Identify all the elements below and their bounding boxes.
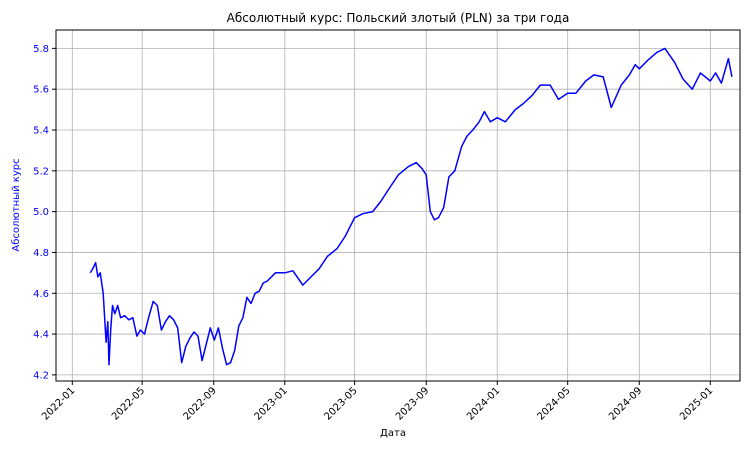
series-line — [89, 47, 733, 366]
y-tick-label: 5.0 — [33, 207, 49, 218]
x-tick-label: 2025-01 — [678, 385, 715, 422]
grid — [56, 30, 740, 381]
y-tick-label: 5.2 — [33, 166, 49, 177]
x-tick-label: 2024-05 — [535, 385, 572, 422]
y-tick-label: 5.4 — [33, 125, 49, 136]
x-axis-label: Дата — [380, 428, 406, 439]
x-tick-label: 2022-01 — [40, 385, 77, 422]
y-tick-label: 5.8 — [33, 44, 49, 55]
x-tick-label: 2024-01 — [465, 385, 502, 422]
x-tick-label: 2024-09 — [607, 385, 644, 422]
x-tick-label: 2023-01 — [253, 385, 290, 422]
series-layer — [89, 47, 733, 366]
chart-title: Абсолютный курс: Польский злотый (PLN) з… — [227, 11, 570, 25]
y-axis-label: Абсолютный курс — [11, 158, 22, 251]
y-tick-label: 4.2 — [33, 370, 49, 381]
y-tick-label: 4.6 — [33, 289, 49, 300]
y-axis: 4.2 4.4 4.6 4.8 5.0 5.2 5.4 5.6 5.8 — [33, 44, 56, 381]
y-tick-label: 4.8 — [33, 248, 49, 259]
y-tick-label: 5.6 — [33, 85, 49, 96]
x-tick-label: 2023-09 — [394, 385, 431, 422]
x-tick-label: 2022-05 — [110, 385, 147, 422]
x-axis: 2022-01 2022-05 2022-09 2023-01 2023-05 2023-… — [40, 381, 715, 423]
y-tick-label: 4.4 — [33, 330, 49, 341]
x-tick-label: 2022-09 — [182, 385, 219, 422]
plot-frame — [55, 29, 741, 382]
x-tick-label: 2023-05 — [322, 385, 359, 422]
